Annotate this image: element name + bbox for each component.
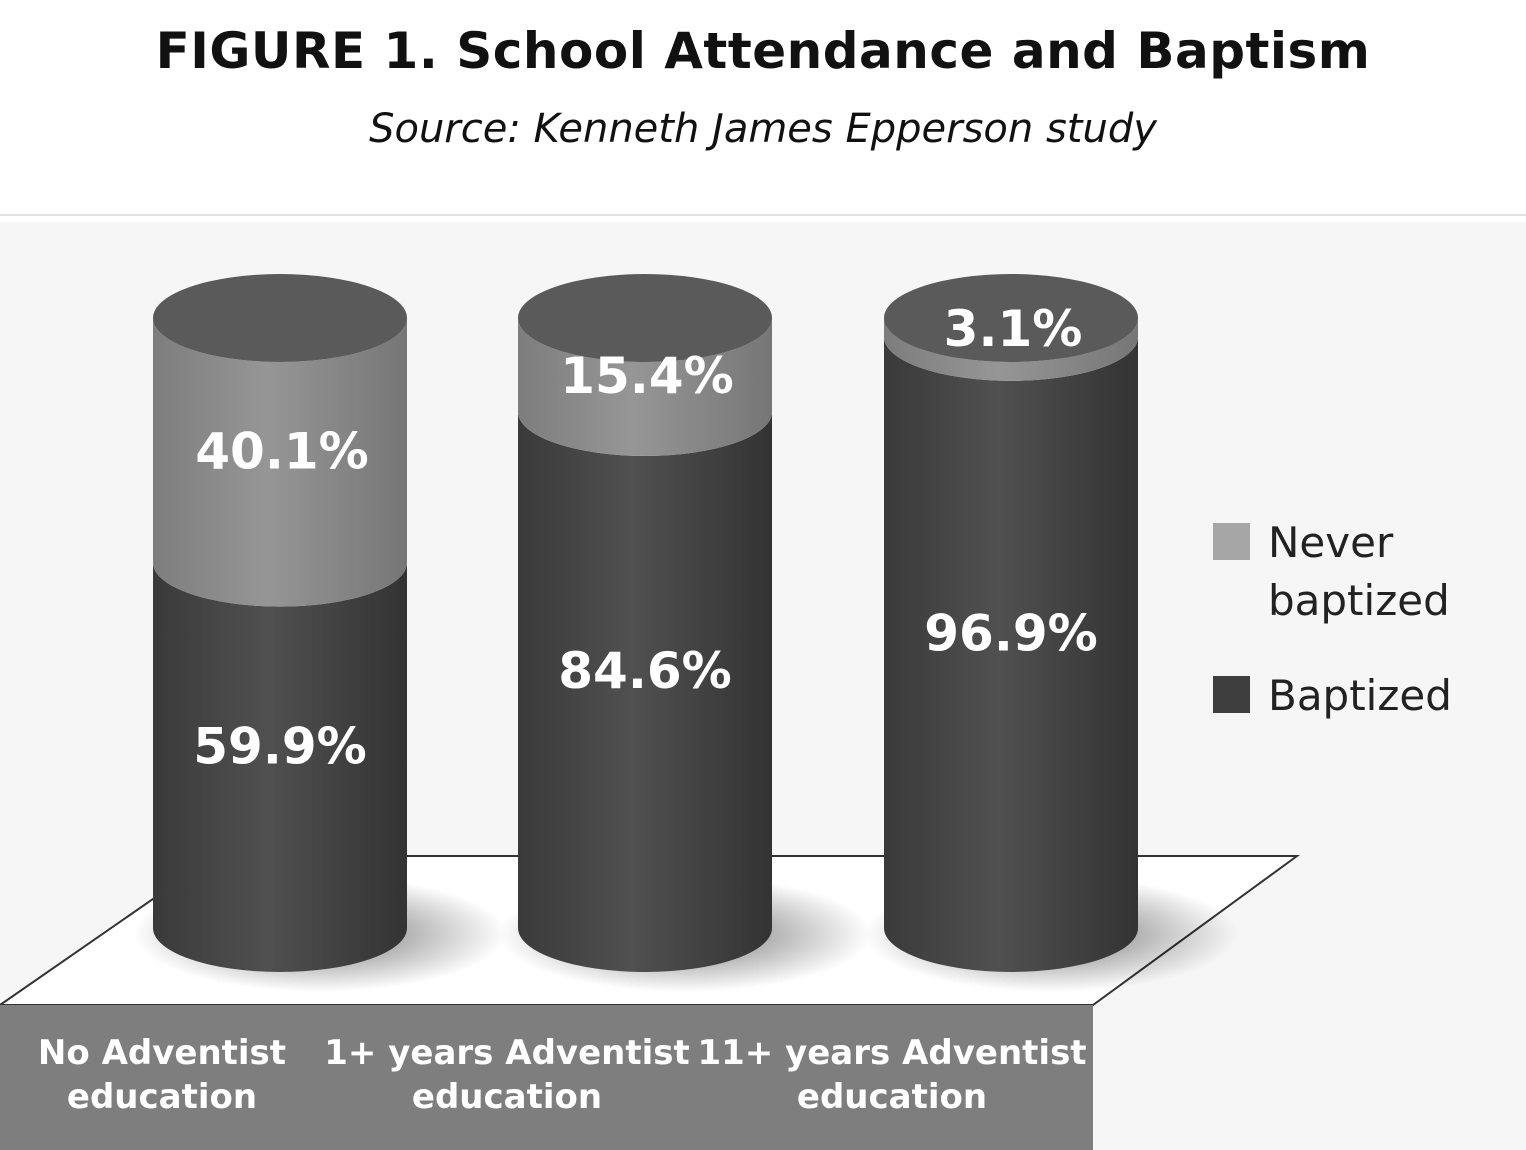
label-baptized-2: 96.9% xyxy=(924,604,1097,662)
category-label-2-line-1: education xyxy=(797,1077,987,1117)
category-band xyxy=(0,1005,1093,1150)
bar-top-cap-2 xyxy=(884,274,1138,362)
bar-baptized-0 xyxy=(153,562,407,972)
bar-never-baptized-1 xyxy=(518,318,772,456)
chart-subtitle: Source: Kenneth James Epperson study xyxy=(369,106,1157,152)
bar-never-baptized-2 xyxy=(884,318,1138,381)
legend-swatch-1 xyxy=(1213,676,1250,713)
legend-label-0-line-0: Never xyxy=(1268,518,1394,567)
label-never-baptized-1: 15.4% xyxy=(560,347,733,405)
category-label-0-line-1: education xyxy=(67,1077,257,1117)
bar-baptized-1 xyxy=(518,411,772,972)
bar-top-cap-0 xyxy=(153,274,407,362)
category-label-0-line-0: No Adventist xyxy=(38,1033,286,1073)
category-label-1-line-1: education xyxy=(412,1077,602,1117)
label-baptized-1: 84.6% xyxy=(558,642,731,700)
chart-title: FIGURE 1. School Attendance and Baptism xyxy=(155,22,1371,80)
category-label-1-line-0: 1+ years Adventist xyxy=(324,1033,689,1073)
label-baptized-0: 59.9% xyxy=(193,717,366,775)
bar-baptized-2 xyxy=(884,336,1138,972)
category-label-2-line-0: 11+ years Adventist xyxy=(697,1033,1086,1073)
bar-top-cap-1 xyxy=(518,274,772,362)
legend-label-0-line-1: baptized xyxy=(1268,576,1450,625)
legend-swatch-0 xyxy=(1213,523,1250,560)
label-never-baptized-2: 3.1% xyxy=(944,300,1083,358)
bar-never-baptized-0 xyxy=(153,318,407,607)
label-never-baptized-0: 40.1% xyxy=(195,422,368,480)
legend-label-1-line-0: Baptized xyxy=(1268,671,1452,720)
title-divider xyxy=(0,214,1526,216)
